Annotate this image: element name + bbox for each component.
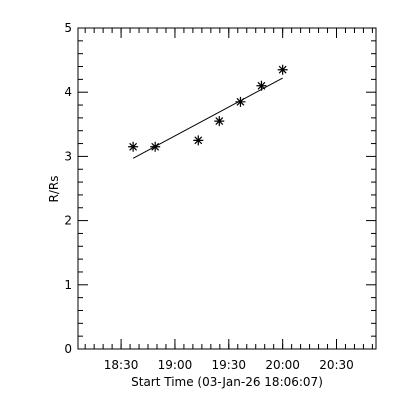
y-tick-label: 3 <box>64 149 72 163</box>
x-tick-label: 19:30 <box>211 358 246 372</box>
point <box>256 80 267 91</box>
point <box>150 141 161 152</box>
point <box>128 141 139 152</box>
x-axis-label: Start Time (03-Jan-26 18:06:07) <box>131 375 323 389</box>
y-tick-label: 4 <box>64 85 72 99</box>
point <box>235 96 246 107</box>
x-tick-label: 20:00 <box>265 358 300 372</box>
x-tick-label: 20:30 <box>319 358 354 372</box>
x-tick-label: 18:30 <box>104 358 139 372</box>
y-axis-label: R/Rs <box>47 176 61 203</box>
fit-line <box>132 77 283 159</box>
y-tick-label: 2 <box>64 214 72 228</box>
y-tick-label: 5 <box>64 21 72 35</box>
point <box>277 64 288 75</box>
y-tick-label: 0 <box>64 342 72 356</box>
point <box>214 116 225 127</box>
point <box>193 135 204 146</box>
x-tick-label: 19:00 <box>158 358 193 372</box>
plot-frame <box>77 27 377 350</box>
y-tick-label: 1 <box>64 278 72 292</box>
